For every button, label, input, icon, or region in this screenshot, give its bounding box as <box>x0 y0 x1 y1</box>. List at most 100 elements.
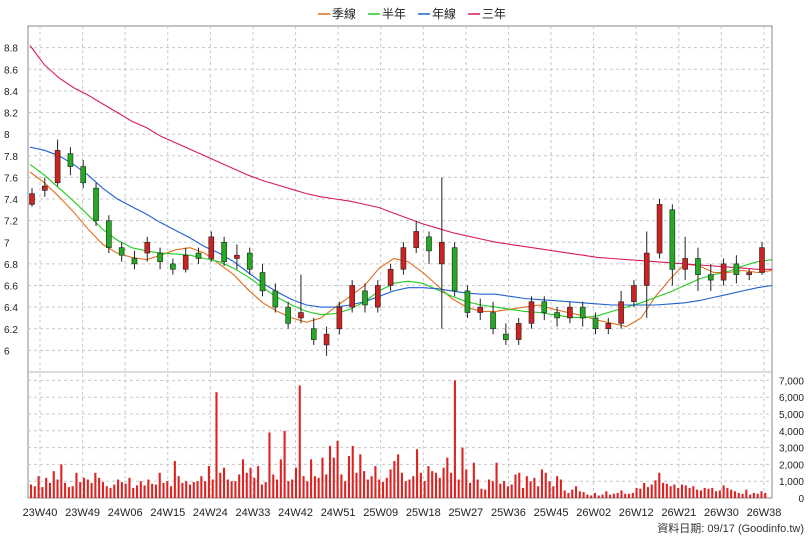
candle-body <box>42 185 48 191</box>
volume-bar <box>79 482 82 498</box>
volume-bar <box>139 481 142 498</box>
volume-bar <box>276 479 279 498</box>
volume-bar <box>260 484 263 498</box>
candle-body <box>195 252 202 259</box>
price-tick-label: 6.4 <box>4 303 18 314</box>
candle-body <box>477 306 484 313</box>
volume-bar <box>56 479 59 498</box>
volume-bar <box>355 472 358 498</box>
x-tick-label: 23W40 <box>23 507 58 519</box>
candle-body <box>336 306 343 330</box>
volume-bar <box>101 482 104 498</box>
volume-bar <box>688 487 691 498</box>
volume-bar <box>567 492 570 498</box>
candle-body <box>285 306 291 324</box>
volume-bar <box>446 457 449 498</box>
price-tick-label: 6.2 <box>4 325 18 336</box>
volume-bar <box>37 476 40 498</box>
volume-bar <box>173 461 176 498</box>
volume-bar <box>571 489 574 498</box>
x-tick-label: 23W49 <box>65 507 100 519</box>
volume-bar <box>718 490 721 498</box>
volume-bar <box>544 472 547 498</box>
candle-body <box>733 263 740 275</box>
volume-bar <box>726 487 729 498</box>
price-tick-label: 7.6 <box>4 173 18 184</box>
volume-bar <box>181 482 184 498</box>
candlesticks <box>29 139 765 356</box>
volume-bar <box>609 494 612 498</box>
candle-body <box>362 290 368 306</box>
volume-bar <box>597 495 600 498</box>
candle-body <box>170 263 176 270</box>
volume-bar <box>188 484 192 498</box>
volume-bar <box>601 494 604 498</box>
candle-body <box>515 323 522 340</box>
x-tick-label: 26W38 <box>747 507 782 519</box>
candle-body <box>118 247 125 256</box>
candle-body <box>554 312 560 319</box>
volume-bar <box>419 472 422 498</box>
volume-bar <box>480 488 483 498</box>
volume-bar <box>291 479 294 498</box>
volume-bar <box>643 482 646 498</box>
volume-bar <box>294 467 298 498</box>
volume-bar <box>132 487 135 498</box>
volume-bar <box>257 466 260 498</box>
candle-body <box>451 247 458 292</box>
legend-label: 年線 <box>432 6 456 21</box>
volume-bar <box>98 477 101 498</box>
volume-bar <box>525 476 528 498</box>
candle-body <box>323 333 330 346</box>
chart-legend: 季線 半年 年線 三年 <box>318 6 506 21</box>
volume-bar <box>279 459 282 498</box>
legend-label: 三年 <box>482 7 506 21</box>
volume-bar <box>75 472 78 498</box>
volume-bar <box>117 479 120 498</box>
volume-bar <box>64 482 67 498</box>
volume-bar <box>328 445 332 498</box>
volume-bar <box>287 481 290 498</box>
source-label: 資料日期: 09/17 (Goodinfo.tw) <box>657 521 804 535</box>
price-tick-label: 7.2 <box>4 217 18 228</box>
volume-bar <box>86 479 89 498</box>
candle-body <box>567 306 573 319</box>
volume-bar <box>484 489 487 498</box>
volume-bar <box>627 493 631 498</box>
candle-body <box>503 333 509 340</box>
volume-bar <box>272 474 275 498</box>
volume-bar <box>703 487 706 498</box>
volume-bar <box>741 493 744 498</box>
volume-bar <box>120 482 123 498</box>
volume-bar <box>510 484 513 498</box>
volume-tick-label: 4,000 <box>779 427 804 438</box>
volume-bar <box>370 476 373 498</box>
x-tick-label: 25W36 <box>491 507 526 519</box>
volume-bar <box>30 484 33 498</box>
volume-bar <box>412 476 415 498</box>
volume-bar <box>764 492 767 498</box>
volume-bar <box>219 472 222 498</box>
volume-bar <box>760 491 763 498</box>
candle-body <box>631 285 637 303</box>
candle-body <box>579 306 586 319</box>
volume-bar <box>631 492 634 498</box>
x-tick-label: 26W30 <box>704 507 739 519</box>
volume-bar <box>374 466 377 498</box>
volume-bar <box>90 482 93 498</box>
volume-bar <box>71 486 74 498</box>
x-tick-label: 24W24 <box>193 507 228 519</box>
volume-bar <box>385 477 388 498</box>
volume-bar <box>612 493 615 498</box>
volume-bar <box>487 479 491 498</box>
volume-bar <box>41 487 44 498</box>
volume-bar <box>230 481 233 498</box>
volume-tick-label: 7,000 <box>779 376 804 387</box>
price-tick-label: 8.2 <box>4 109 18 120</box>
candle-body <box>234 254 240 259</box>
candle-body <box>374 285 381 308</box>
volume-bar <box>94 472 97 498</box>
volume-bar <box>321 457 324 498</box>
volume-bar <box>249 467 252 498</box>
x-tick-label: 26W02 <box>576 507 611 519</box>
